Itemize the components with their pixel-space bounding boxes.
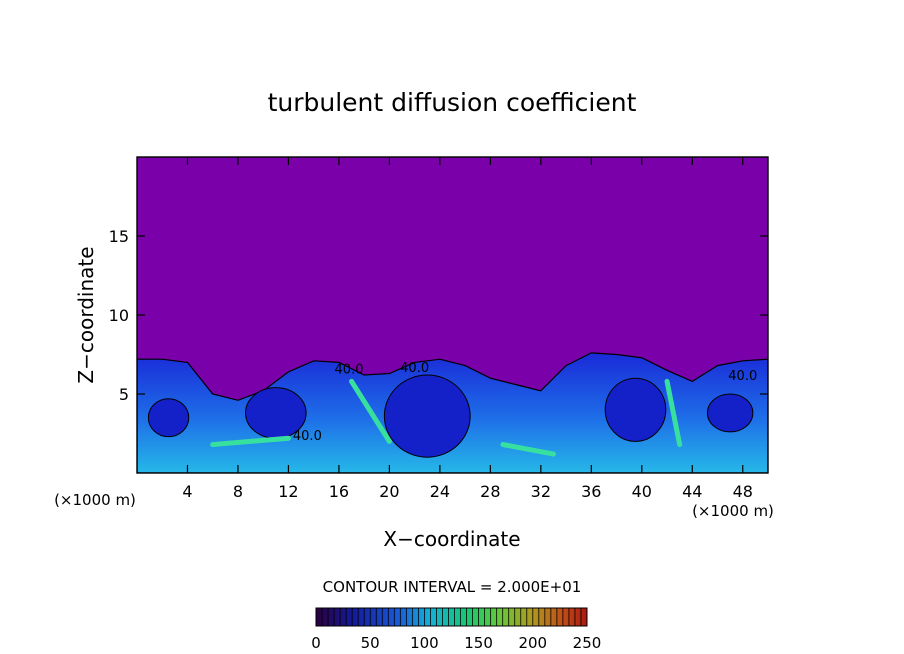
colorbar-ticks: 0 50 100 150 200 250 [311, 634, 601, 652]
high-value-streaks [210, 378, 683, 457]
x-tick-label: 40 [632, 482, 652, 501]
colorbar-tick-label: 50 [361, 634, 380, 652]
y-tick-label: 15 [109, 227, 129, 246]
core-regions [147, 374, 754, 458]
x-tick-label: 8 [233, 482, 243, 501]
colorbar-bands [321, 608, 582, 626]
x-tick-label: 24 [430, 482, 450, 501]
x-tick-label: 12 [278, 482, 298, 501]
x-tick-label: 20 [379, 482, 399, 501]
contour-label: 40.0 [728, 369, 757, 384]
high-value-streak [500, 442, 556, 457]
contour-label: 40.0 [400, 361, 429, 376]
contour-label: 40.0 [335, 362, 364, 377]
chart-title: turbulent diffusion coefficient [268, 88, 637, 117]
x-tick-label: 28 [480, 482, 500, 501]
core-region [383, 374, 471, 458]
colorbar-tick-label: 100 [410, 634, 439, 652]
x-unit-right: (×1000 m) [692, 502, 774, 520]
plot-area: 40.0 40.0 40.0 40.0 [137, 157, 768, 473]
colorbar-tick-label: 0 [311, 634, 321, 652]
colorbar-tick-label: 200 [518, 634, 547, 652]
x-axis-label: X−coordinate [383, 527, 520, 551]
x-tick-label: 16 [329, 482, 349, 501]
colorbar-tick-label: 250 [573, 634, 602, 652]
x-tick-label: 4 [182, 482, 192, 501]
core-region [147, 398, 190, 438]
contour-labels: 40.0 40.0 40.0 40.0 [293, 361, 757, 444]
y-tick-label: 5 [119, 385, 129, 404]
contour-interval-text: CONTOUR INTERVAL = 2.000E+01 [323, 578, 582, 596]
y-axis-label: Z−coordinate [74, 246, 98, 383]
x-ticks: 4 8 12 16 20 24 28 32 36 40 44 48 [182, 157, 753, 501]
colorbar-tick-label: 150 [464, 634, 493, 652]
colorbar [315, 607, 588, 627]
high-value-streak [664, 378, 683, 448]
x-tick-label: 36 [581, 482, 601, 501]
high-value-streak [210, 435, 291, 448]
x-tick-label: 48 [733, 482, 753, 501]
y-ticks: 5 10 15 [109, 227, 768, 404]
x-tick-label: 32 [531, 482, 551, 501]
x-tick-label: 44 [682, 482, 702, 501]
core-region [604, 377, 667, 442]
high-value-streak [349, 378, 392, 444]
y-tick-label: 10 [109, 306, 129, 325]
contour-label: 40.0 [293, 429, 322, 444]
x-unit-left: (×1000 m) [54, 491, 136, 509]
core-region [706, 393, 754, 433]
